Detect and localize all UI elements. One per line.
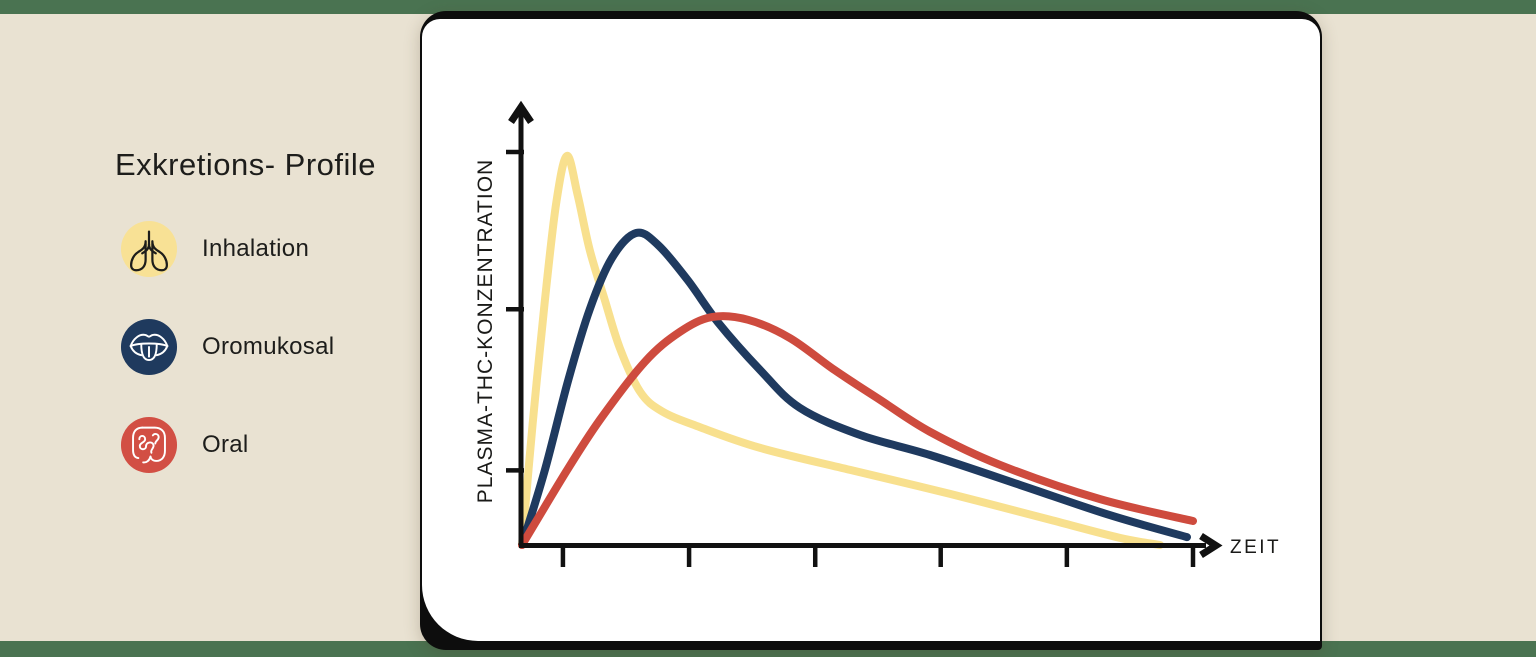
chart-card-frame: PLASMA-THC-KONZENTRATION ZEIT (420, 11, 1322, 650)
intestine-icon-art (132, 426, 166, 464)
tongue-icon (120, 318, 178, 376)
curve-oromukosal (518, 228, 1191, 549)
y-axis-arrow-icon (508, 100, 534, 124)
x-axis-arrow-icon (1199, 533, 1223, 558)
curve-oral (518, 312, 1197, 549)
legend-label-oromukosal: Oromukosal (202, 333, 335, 360)
chart-card: PLASMA-THC-KONZENTRATION ZEIT (422, 19, 1320, 641)
tongue-icon-art (129, 333, 169, 362)
intestine-icon (120, 416, 178, 474)
legend-item-oromukosal: Oromukosal (120, 318, 334, 376)
lungs-icon-bubble (120, 220, 178, 278)
chart-canvas (506, 100, 1223, 567)
y-axis-label: PLASMA-THC-KONZENTRATION (474, 158, 497, 504)
page-title: Exkretions- Profile (115, 147, 377, 182)
curve-inhalation (518, 151, 1165, 549)
legend-label-inhalation: Inhalation (202, 235, 310, 262)
top-accent-strip (0, 0, 1536, 14)
intestine-icon-bubble (120, 416, 178, 474)
legend-label-oral: Oral (202, 431, 249, 458)
legend-item-oral: Oral (120, 416, 249, 474)
x-axis-label: ZEIT (1230, 537, 1282, 558)
legend-item-inhalation: Inhalation (120, 220, 309, 278)
lungs-icon (120, 220, 178, 278)
lungs-icon-art (130, 230, 168, 272)
